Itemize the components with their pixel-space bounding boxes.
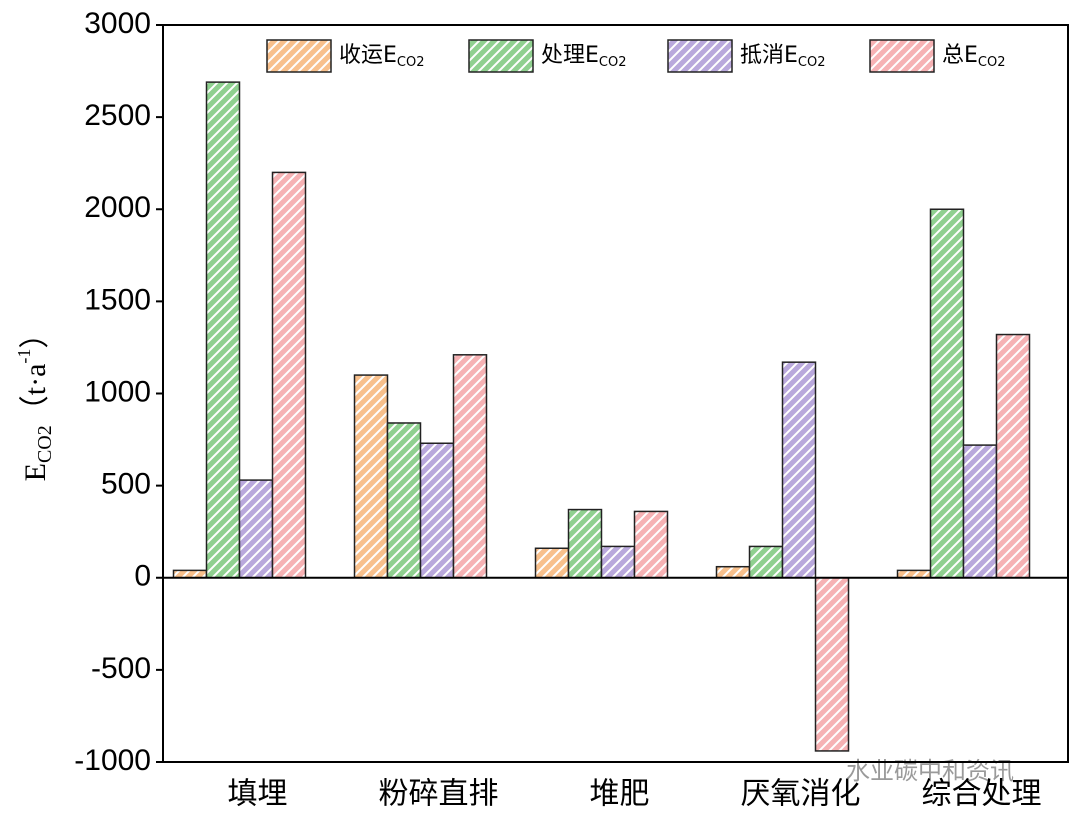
y-label-close: ） [19, 319, 52, 349]
bar [715, 565, 751, 579]
x-tick-label: 填埋 [228, 777, 288, 812]
y-tick-label: 2500 [84, 99, 151, 132]
legend-swatch [468, 39, 534, 73]
y-tick-label: 3000 [84, 7, 151, 40]
y-label-sup: -1 [14, 349, 34, 364]
legend-sub: CO2 [599, 55, 627, 70]
y-label-text: ECO2（t·a-1） [14, 319, 55, 482]
bar [929, 208, 965, 579]
x-tick-label: 粉碎直排 [379, 777, 499, 812]
bar [896, 569, 932, 579]
legend-name: 总E [942, 43, 978, 68]
bar [205, 81, 241, 579]
y-tick-label: 500 [101, 468, 151, 501]
bar [452, 354, 488, 579]
bar [748, 545, 784, 579]
x-tick-label: 综合处理 [922, 777, 1042, 812]
y-tick-label: 2000 [84, 191, 151, 224]
y-label-sub: CO2 [34, 425, 56, 463]
legend-name: 抵消E [740, 43, 798, 68]
y-axis-label: ECO2（t·a-1） [14, 319, 55, 482]
bar [962, 444, 998, 579]
bar [633, 510, 669, 579]
y-tick-label: -500 [91, 652, 151, 685]
bar [781, 361, 817, 579]
legend-sub: CO2 [798, 55, 826, 70]
legend-label: 收运ECO2 [339, 43, 425, 70]
y-tick-label: -1000 [74, 744, 151, 777]
bar [814, 577, 850, 752]
bar [271, 171, 307, 579]
y-tick-label: 1000 [84, 375, 151, 408]
y-label-main: E [19, 463, 52, 481]
bar [534, 547, 570, 579]
legend-swatch [667, 39, 733, 73]
x-tick-label: 堆肥 [590, 777, 650, 812]
bar [238, 479, 274, 579]
legend-label: 处理ECO2 [541, 43, 627, 70]
legend-name: 收运E [339, 43, 397, 68]
bar [567, 508, 603, 579]
legend-label: 总ECO2 [942, 43, 1006, 70]
legend-swatch [869, 39, 935, 73]
legend-label: 抵消ECO2 [740, 43, 826, 70]
y-label-unit: （t·a [19, 364, 52, 426]
legend-sub: CO2 [978, 55, 1006, 70]
y-tick-label: 1500 [84, 283, 151, 316]
bar [172, 569, 208, 579]
y-tick-label: 0 [134, 560, 151, 593]
legend-swatch [266, 39, 332, 73]
legend-sub: CO2 [397, 55, 425, 70]
plot-frame [162, 24, 1069, 763]
bar [386, 422, 422, 579]
bar [600, 545, 636, 579]
bar [419, 442, 455, 579]
legend-name: 处理E [541, 43, 599, 68]
bar [353, 374, 389, 579]
bar [995, 333, 1031, 579]
x-tick-label: 厌氧消化 [741, 777, 861, 812]
